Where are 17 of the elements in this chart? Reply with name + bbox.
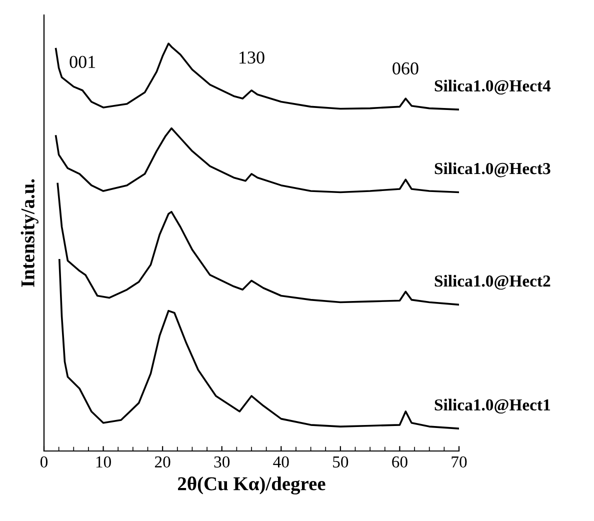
x-tick-label: 60 [392,456,408,468]
x-tick-label: 50 [333,456,348,468]
x-tick-label: 40 [273,456,289,468]
annotation: 130 [240,51,264,64]
series-label: Silica1.0@Hect1 [434,398,550,414]
annotation: 060 [392,62,418,75]
x-tick-label: 0 [40,456,48,468]
series-label: Silica1.0@Hect3 [434,162,550,178]
x-tick-label: 20 [154,456,170,468]
x-tick-label: 30 [214,456,230,468]
y-axis-title: Intensity/a.u. [20,179,38,287]
x-tick-label: 70 [452,456,467,468]
x-tick-label: 10 [96,456,111,468]
series-label: Silica1.0@Hect2 [434,274,550,290]
x-axis-title: 2θ(Cu Kα)/degree [178,476,326,494]
series-label: Silica1.0@Hect4 [434,80,551,94]
annotation: 001 [70,56,96,68]
